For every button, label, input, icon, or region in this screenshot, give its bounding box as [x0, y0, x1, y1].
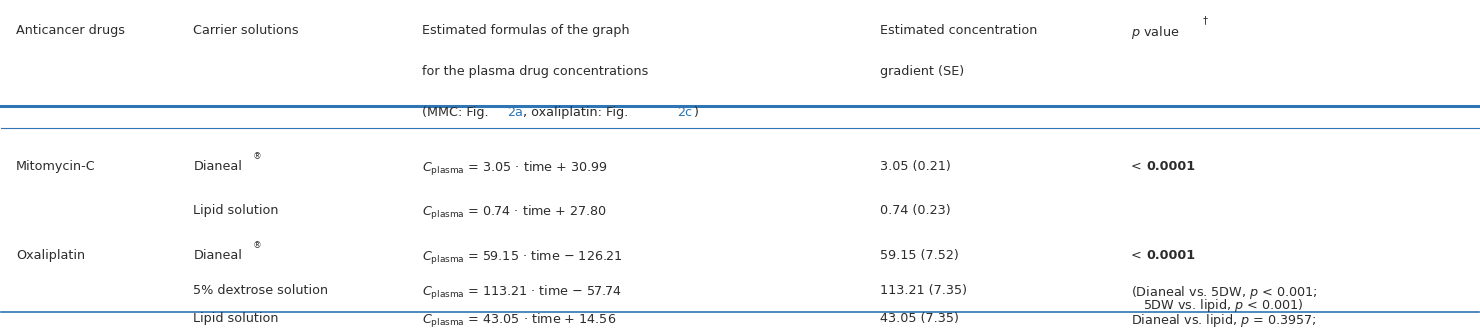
Text: Dianeal: Dianeal: [194, 249, 243, 262]
Text: Mitomycin-C: Mitomycin-C: [16, 160, 96, 173]
Text: Carrier solutions: Carrier solutions: [194, 24, 299, 37]
Text: ®: ®: [253, 152, 262, 161]
Text: for the plasma drug concentrations: for the plasma drug concentrations: [422, 65, 648, 78]
Text: 43.05 (7.35): 43.05 (7.35): [881, 312, 959, 325]
Text: Lipid solution: Lipid solution: [194, 312, 278, 325]
Text: †: †: [1202, 16, 1208, 26]
Text: Anticancer drugs: Anticancer drugs: [16, 24, 126, 37]
Text: 2a: 2a: [508, 106, 522, 119]
Text: <: <: [1132, 249, 1146, 262]
Text: 2c: 2c: [678, 106, 693, 119]
Text: ): ): [693, 106, 697, 119]
Text: 0.0001: 0.0001: [1147, 160, 1196, 173]
Text: (Dianeal vs. 5DW, $p$ < 0.001;: (Dianeal vs. 5DW, $p$ < 0.001;: [1132, 284, 1317, 301]
Text: $C_{\mathrm{plasma}}$ = 3.05 · time + 30.99: $C_{\mathrm{plasma}}$ = 3.05 · time + 30…: [422, 160, 608, 178]
Text: 0.0001: 0.0001: [1147, 249, 1196, 262]
Text: $C_{\mathrm{plasma}}$ = 43.05 · time + 14.56: $C_{\mathrm{plasma}}$ = 43.05 · time + 1…: [422, 312, 617, 330]
Text: $C_{\mathrm{plasma}}$ = 0.74 · time + 27.80: $C_{\mathrm{plasma}}$ = 0.74 · time + 27…: [422, 204, 607, 222]
Text: 5DW vs. lipid, $p$ < 0.001): 5DW vs. lipid, $p$ < 0.001): [1143, 296, 1304, 314]
Text: Lipid solution: Lipid solution: [194, 204, 278, 217]
Text: (MMC: Fig.: (MMC: Fig.: [422, 106, 491, 119]
Text: 3.05 (0.21): 3.05 (0.21): [881, 160, 952, 173]
Text: 59.15 (7.52): 59.15 (7.52): [881, 249, 959, 262]
Text: 113.21 (7.35): 113.21 (7.35): [881, 284, 968, 297]
Text: $C_{\mathrm{plasma}}$ = 59.15 · time − 126.21: $C_{\mathrm{plasma}}$ = 59.15 · time − 1…: [422, 249, 623, 267]
Text: Dianeal vs. lipid, $p$ = 0.3957;: Dianeal vs. lipid, $p$ = 0.3957;: [1132, 312, 1317, 329]
Text: <: <: [1132, 160, 1146, 173]
Text: gradient (SE): gradient (SE): [881, 65, 965, 78]
Text: $C_{\mathrm{plasma}}$ = 113.21 · time − 57.74: $C_{\mathrm{plasma}}$ = 113.21 · time − …: [422, 284, 622, 302]
Text: Dianeal: Dianeal: [194, 160, 243, 173]
Text: , oxaliplatin: Fig.: , oxaliplatin: Fig.: [522, 106, 630, 119]
Text: Oxaliplatin: Oxaliplatin: [16, 249, 86, 262]
Text: $p$ value: $p$ value: [1132, 24, 1180, 41]
Text: Estimated concentration: Estimated concentration: [881, 24, 1037, 37]
Text: 5% dextrose solution: 5% dextrose solution: [194, 284, 329, 297]
Text: ®: ®: [253, 241, 262, 250]
Text: 0.74 (0.23): 0.74 (0.23): [881, 204, 952, 217]
Text: Estimated formulas of the graph: Estimated formulas of the graph: [422, 24, 630, 37]
